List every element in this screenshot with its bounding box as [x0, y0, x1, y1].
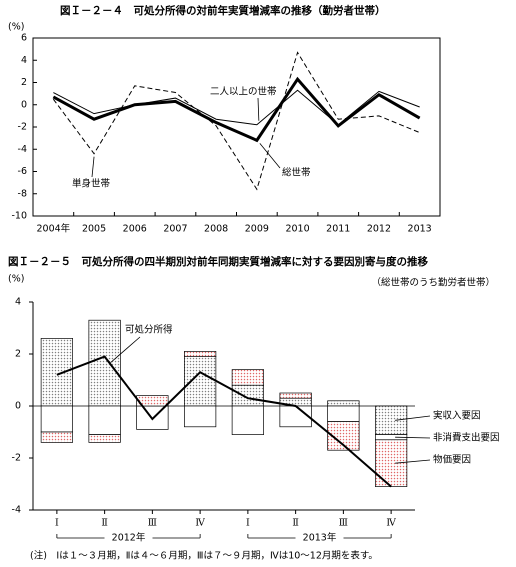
label-leader [259, 143, 281, 169]
x-tick-label: 2006 [123, 224, 147, 235]
y-tick-label: -6 [18, 166, 27, 177]
y-tick-label: -2 [18, 122, 27, 133]
y-tick-label: 6 [21, 33, 27, 44]
bar-segment [327, 405, 360, 422]
group-label: 2012年 [112, 532, 146, 544]
y-tick-label: 4 [15, 297, 21, 308]
y-label: (%) [8, 274, 24, 285]
y-tick-label: -8 [18, 188, 27, 199]
legend-leader [395, 459, 431, 464]
bar-segment [40, 405, 73, 433]
bar-segment [327, 400, 360, 407]
y-tick-label: 2 [21, 77, 27, 88]
legend-leader [395, 436, 431, 439]
bar-segment [40, 338, 73, 407]
x-tick-label: 2007 [163, 224, 187, 235]
bar-segment [136, 395, 169, 407]
bar-segment [375, 405, 408, 435]
x-tick-label: Ⅲ [339, 518, 348, 529]
series-label: 単身世帯 [72, 178, 111, 190]
bar-segment [88, 434, 121, 443]
legend-label: 物価要因 [433, 454, 471, 466]
x-tick-label: 2013 [408, 224, 432, 235]
y-tick-label: 4 [21, 55, 27, 66]
x-tick-label: 2008 [204, 224, 228, 235]
bar-segment [184, 351, 217, 357]
x-tick-label: 2009 [245, 224, 269, 235]
legend-label: 非消費支出要因 [433, 432, 500, 444]
x-tick-label: Ⅰ [246, 518, 250, 529]
x-tick-label: 2005 [82, 224, 106, 235]
note: (注) Ⅰは１～３月期，Ⅱは４～６月期，Ⅲは７～９月期，Ⅳは10～12月期を表す… [30, 550, 378, 562]
label-leader [91, 156, 95, 178]
chart-subtitle: （総世帯のうち勤労者世帯） [371, 277, 495, 289]
bar-segment [88, 319, 121, 407]
x-tick-label: 2004年 [37, 223, 71, 235]
bar-segment [279, 392, 312, 399]
series-label: 可処分所得 [125, 324, 173, 336]
legend-leader [395, 415, 431, 421]
x-tick-label: Ⅰ [55, 518, 59, 529]
label-leader [257, 97, 260, 121]
bar-segment [279, 405, 312, 428]
chart-title: 図Ｉ－２－４ 可処分所得の対前年実質増減率の推移（勤労者世帯） [60, 4, 386, 17]
bar-segment [40, 431, 73, 443]
y-tick-label: -10 [11, 211, 27, 222]
series-label: 二人以上の世帯 [210, 86, 277, 98]
series-line [52, 76, 421, 143]
y-tick-label: -4 [18, 144, 27, 155]
series-line [52, 51, 420, 191]
bar-segment [184, 405, 217, 428]
bar-segment [184, 356, 217, 407]
series-line [53, 89, 420, 126]
x-tick-label: Ⅱ [292, 518, 298, 529]
x-tick-label: Ⅲ [148, 518, 157, 529]
bar-segment [231, 384, 264, 407]
series-line [56, 355, 392, 488]
bar-segment [231, 369, 264, 386]
x-tick-label: 2012 [367, 224, 391, 235]
bar-segment [231, 405, 264, 435]
y-tick-label: -2 [12, 453, 21, 464]
label-leader [110, 336, 141, 363]
x-tick-label: Ⅳ [386, 518, 396, 529]
y-label: (%) [8, 22, 24, 33]
bar-segment [375, 439, 408, 487]
x-tick-label: Ⅳ [195, 518, 205, 529]
group-label: 2013年 [303, 532, 337, 544]
series-label: 総世帯 [282, 167, 311, 179]
legend-label: 実収入要因 [433, 410, 481, 422]
chart-title: 図Ｉ－２－５ 可処分所得の四半期別対前年同期実質増減率に対する要因別寄与度の推移 [8, 255, 428, 268]
bar-segment [88, 405, 121, 435]
x-tick-label: 2011 [326, 224, 350, 235]
x-tick-label: 2010 [285, 224, 309, 235]
y-tick-label: -4 [12, 505, 21, 516]
y-tick-label: 2 [15, 349, 21, 360]
x-tick-label: Ⅱ [101, 518, 107, 529]
y-tick-label: 0 [15, 401, 21, 412]
y-tick-label: 0 [21, 99, 27, 110]
